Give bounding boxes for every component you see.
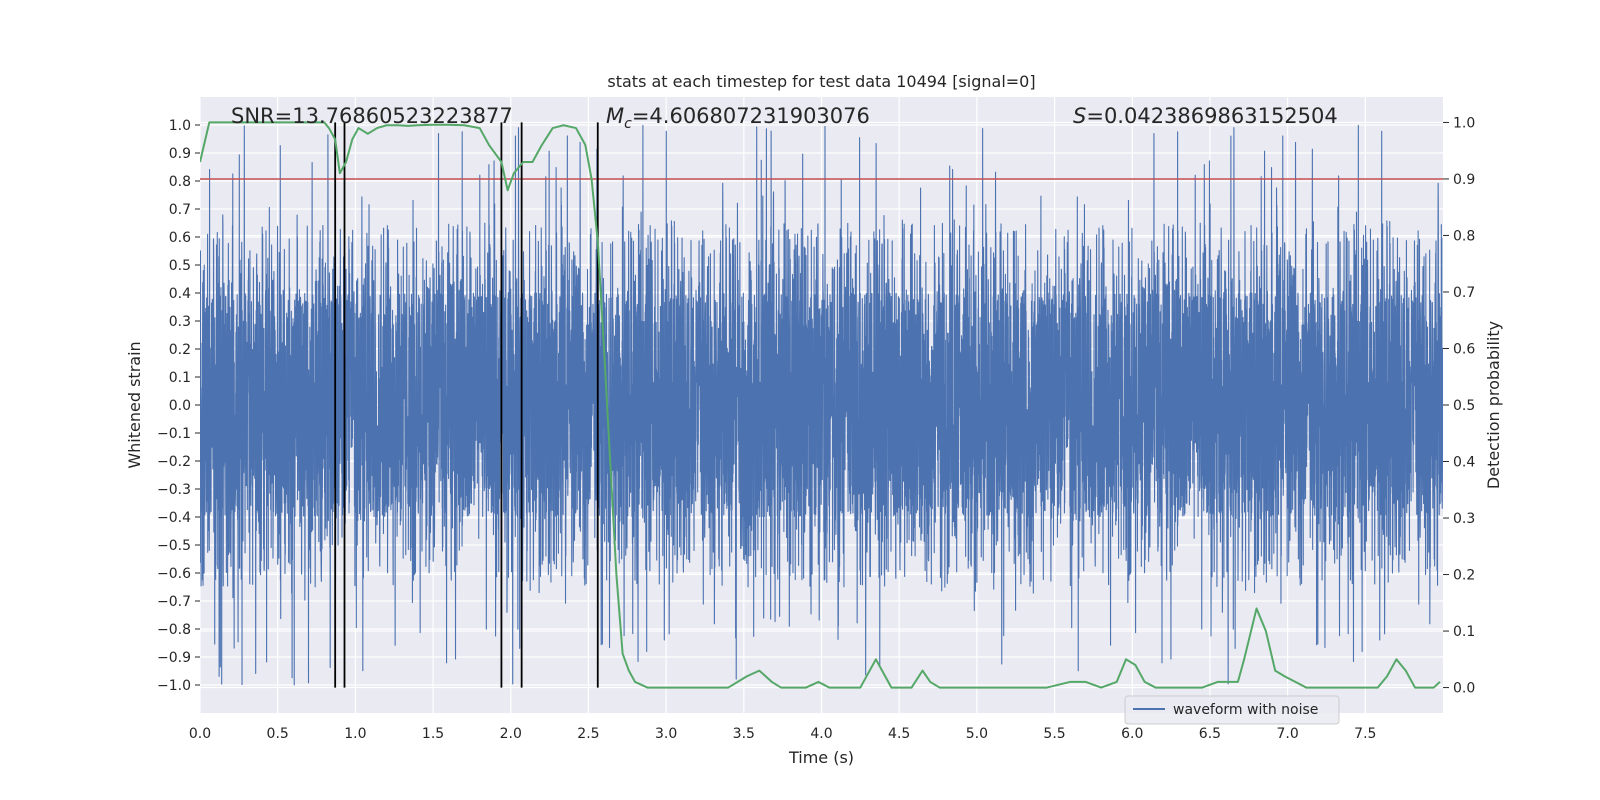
chirp-mass-symbol: M xyxy=(606,104,624,128)
y-left-tick-label: 0.0 xyxy=(169,398,191,414)
y-left-tick-label: 0.5 xyxy=(169,258,191,274)
y-axis-right-label: Detection probability xyxy=(1484,321,1503,489)
y-right-tick-label: 0.4 xyxy=(1453,455,1475,471)
legend-box xyxy=(1124,695,1340,725)
x-tick-label: 3.5 xyxy=(733,726,755,742)
detection-probability-line xyxy=(200,121,1441,689)
x-tick-label: 6.0 xyxy=(1121,726,1143,742)
x-tick-label: 4.0 xyxy=(810,726,832,742)
y-left-tick-label: −0.5 xyxy=(157,538,191,554)
y-left-tick-label: 1.0 xyxy=(169,118,191,134)
s-annotation: S=0.0423869863152504 xyxy=(1073,104,1338,128)
y-left-tick-label: −0.2 xyxy=(157,454,191,470)
y-right-tick-label: 0.7 xyxy=(1453,285,1475,301)
y-left-tick-label: 0.4 xyxy=(169,286,191,302)
y-left-tick-label: −0.9 xyxy=(157,650,191,666)
x-tick-label: 6.5 xyxy=(1199,726,1221,742)
y-right-tick-label: 0.9 xyxy=(1453,172,1475,188)
axes: 0.0 0.5 1.0 1.5 2.0 2.5 3.0 3.5 4.0 4.5 5.0 5.5 6.0 6… xyxy=(157,115,1475,742)
waveform-series xyxy=(200,124,1443,686)
y-left-tick-label: 0.3 xyxy=(169,314,191,330)
waveform-line xyxy=(200,124,1443,686)
y-left-tick-label: −0.1 xyxy=(157,426,191,442)
legend: waveform with noise xyxy=(1124,695,1340,725)
chirp-mass-subscript: c xyxy=(624,116,632,132)
y-right-tick-label: 0.1 xyxy=(1453,624,1475,640)
chart-title: stats at each timestep for test data 104… xyxy=(607,72,1035,91)
y-right-tick-label: 0.6 xyxy=(1453,341,1475,357)
y-right-tick-label: 0.2 xyxy=(1453,568,1475,584)
x-tick-label: 5.0 xyxy=(966,726,988,742)
y-left-tick-label: −0.6 xyxy=(157,566,191,582)
x-tick-label: 1.5 xyxy=(422,726,444,742)
y-left-tick-label: −0.7 xyxy=(157,594,191,610)
x-tick-label: 7.0 xyxy=(1276,726,1298,742)
x-tick-label: 0.5 xyxy=(267,726,289,742)
x-tick-label: 2.0 xyxy=(500,726,522,742)
x-axis-label: Time (s) xyxy=(788,748,854,767)
x-tick-label: 0.0 xyxy=(189,726,211,742)
y-left-tick-label: 0.7 xyxy=(169,202,191,218)
y-right-tick-label: 0.3 xyxy=(1453,511,1475,527)
s-value: =0.0423869863152504 xyxy=(1086,104,1337,128)
x-tick-label: 2.5 xyxy=(577,726,599,742)
s-symbol: S xyxy=(1073,104,1086,128)
y-left-tick-label: 0.6 xyxy=(169,230,191,246)
y-left-tick-label: 0.9 xyxy=(169,146,191,162)
x-tick-label: 1.0 xyxy=(344,726,366,742)
overlay-layer xyxy=(200,121,1443,689)
y-left-tick-label: 0.1 xyxy=(169,370,191,386)
y-right-tick-label: 1.0 xyxy=(1453,115,1475,131)
x-tick-label: 3.0 xyxy=(655,726,677,742)
y-left-tick-label: 0.2 xyxy=(169,342,191,358)
snr-annotation: SNR=13.76860523223877 xyxy=(231,104,513,128)
chirp-mass-annotation: Mc=4.606807231903076 xyxy=(606,104,870,132)
x-tick-label: 5.5 xyxy=(1043,726,1065,742)
x-tick-label: 4.5 xyxy=(888,726,910,742)
y-left-tick-label: −0.4 xyxy=(157,510,191,526)
y-left-tick-label: −0.3 xyxy=(157,482,191,498)
x-tick-label: 7.5 xyxy=(1354,726,1376,742)
chirp-mass-value: =4.606807231903076 xyxy=(632,104,870,128)
y-right-tick-label: 0.0 xyxy=(1453,681,1475,697)
y-left-tick-label: −0.8 xyxy=(157,622,191,638)
legend-label-waveform: waveform with noise xyxy=(1173,702,1318,718)
y-right-tick-label: 0.5 xyxy=(1453,398,1475,414)
y-left-tick-label: −1.0 xyxy=(157,678,191,694)
y-axis-left-label: Whitened strain xyxy=(125,341,144,468)
y-right-tick-label: 0.8 xyxy=(1453,228,1475,244)
y-left-tick-label: 0.8 xyxy=(169,174,191,190)
